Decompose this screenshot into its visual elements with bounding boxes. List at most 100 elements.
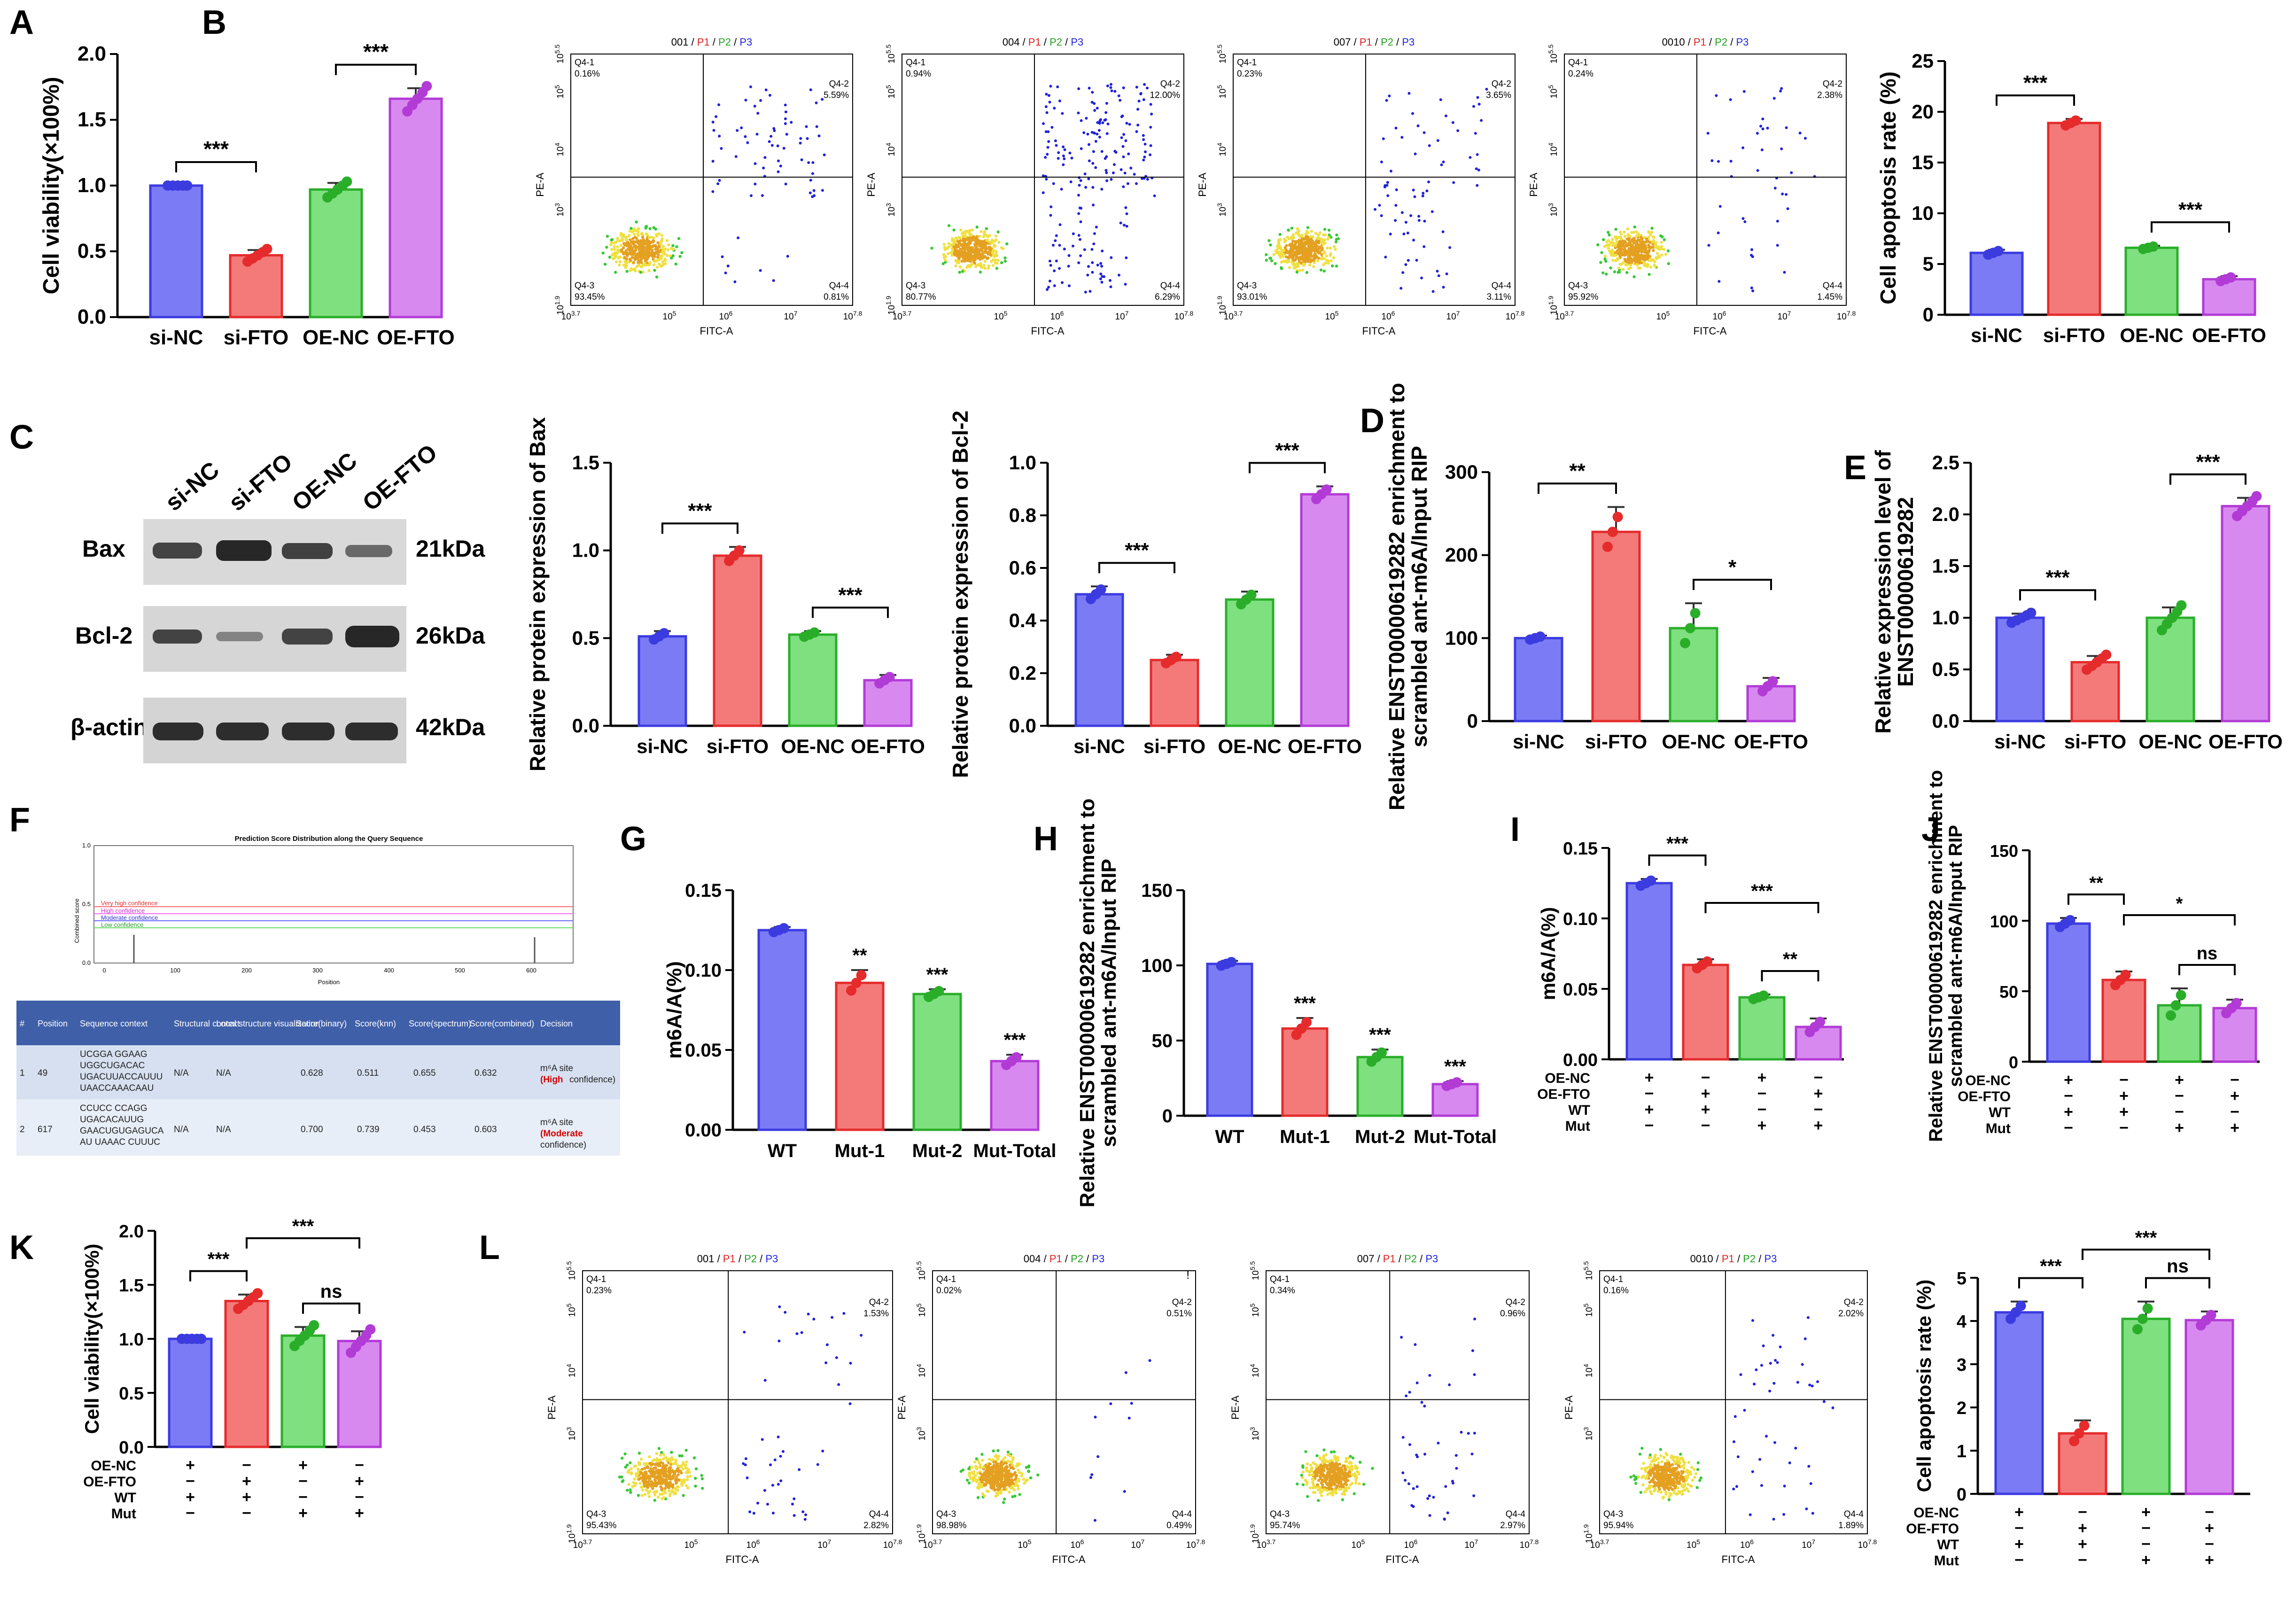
flow-event (979, 256, 983, 259)
table-cell: 0.739 (357, 1125, 380, 1134)
flow-event (1736, 1455, 1740, 1458)
flow-event (1311, 1481, 1314, 1484)
flow-event (1012, 1482, 1015, 1485)
flow-event (808, 191, 812, 194)
flow-ytick: 104 (1249, 1364, 1261, 1377)
flow-event (994, 1470, 997, 1474)
flow-event (1036, 1473, 1040, 1476)
flow-event (1101, 275, 1104, 278)
x-tick-label: OE-NC (1662, 730, 1725, 753)
flow-event (954, 236, 957, 240)
flow-event (1603, 255, 1607, 258)
flow-event (646, 241, 650, 244)
flow-event (1300, 1474, 1304, 1477)
flow-event (656, 256, 660, 259)
flow-event (1679, 1457, 1682, 1461)
quadrant-name: Q4-2 (1172, 1298, 1192, 1307)
flow-event (610, 238, 613, 242)
y-tick-label: 0.2 (1009, 662, 1036, 684)
flow-event (805, 125, 808, 128)
flow-event (1675, 1492, 1679, 1496)
bar (1300, 493, 1350, 727)
flow-event (1623, 240, 1626, 243)
flow-event (753, 104, 756, 108)
flow-event (790, 121, 793, 124)
flow-event (1122, 185, 1125, 188)
flow-event (1313, 249, 1316, 253)
flow-event (1010, 1461, 1013, 1464)
condition-mark: + (298, 1504, 308, 1522)
flow-event (1655, 1471, 1658, 1475)
flow-event (1327, 236, 1330, 239)
flow-event (1090, 131, 1094, 134)
quadrant-name: Q4-4 (1823, 281, 1843, 291)
flow-event (1664, 1491, 1668, 1494)
flow-event (1625, 271, 1629, 274)
significance-label: ns (2167, 1256, 2189, 1277)
flow-event (1055, 234, 1058, 237)
flow-event (777, 1339, 781, 1343)
flow-event (636, 1471, 640, 1475)
flow-event (960, 232, 964, 235)
flow-event (637, 1452, 641, 1455)
flow-event (1625, 237, 1629, 241)
flow-event (1663, 1474, 1666, 1478)
flow-event (1422, 131, 1426, 134)
flow-event (746, 1476, 749, 1479)
flow-event (662, 1474, 665, 1477)
y-tick-label: 200 (1445, 544, 1478, 566)
quadrant-value: 2.97% (1500, 1521, 1525, 1531)
flow-event (724, 271, 727, 274)
y-tick-label: 1.5 (78, 108, 106, 131)
flow-event (1048, 280, 1051, 283)
table-header: Local structure visualization (216, 1019, 320, 1028)
flow-event (1607, 231, 1610, 234)
flow-event (744, 99, 747, 102)
table-cell: UCGGA GGAAG (80, 1049, 148, 1059)
y-tick-label: 0.5 (1932, 658, 1959, 680)
flow-event (970, 263, 974, 266)
flow-event (1079, 179, 1082, 182)
data-point (2101, 649, 2112, 660)
flow-event (1663, 238, 1666, 241)
flow-event (1317, 233, 1320, 237)
flow-event (652, 236, 655, 240)
flow-event (1010, 1466, 1014, 1469)
flow-event (964, 253, 967, 256)
y-axis-label: Relative ENST00000619282 enrichment tosc… (1076, 799, 1120, 1208)
flow-event (648, 227, 652, 230)
flow-event (1423, 219, 1426, 223)
flow-event (1385, 184, 1389, 187)
flow-event (668, 1489, 671, 1492)
x-tick-label: si-NC (637, 735, 688, 757)
flow-event (1277, 241, 1280, 245)
flow-event (815, 101, 818, 104)
flow-event (988, 252, 992, 256)
flow-event (1455, 1467, 1458, 1470)
flow-event (957, 236, 961, 239)
flow-event (1304, 1478, 1307, 1482)
flow-event (1149, 144, 1152, 148)
significance-label: *** (926, 964, 948, 985)
flow-event (800, 1331, 803, 1334)
wb-lane-label: OE-NC (287, 447, 362, 516)
flow-event (639, 1457, 643, 1461)
flow-event (974, 243, 978, 246)
flow-event (1660, 1460, 1663, 1463)
data-point (734, 545, 745, 556)
flow-event (958, 241, 961, 245)
significance-label: *** (1275, 439, 1299, 462)
bar (1994, 1311, 2044, 1495)
flow-event (1717, 160, 1720, 163)
quadrant-name: Q4-1 (1603, 1274, 1623, 1284)
flow-event (1696, 1461, 1700, 1465)
flow-event (1687, 1461, 1690, 1464)
bar (1356, 1056, 1404, 1117)
flow-event (1442, 286, 1445, 289)
flow-event (1346, 1472, 1349, 1475)
flow-event (1340, 1492, 1344, 1496)
flow-event (1460, 1430, 1463, 1434)
flow-event (1600, 251, 1603, 254)
data-point (856, 970, 867, 980)
